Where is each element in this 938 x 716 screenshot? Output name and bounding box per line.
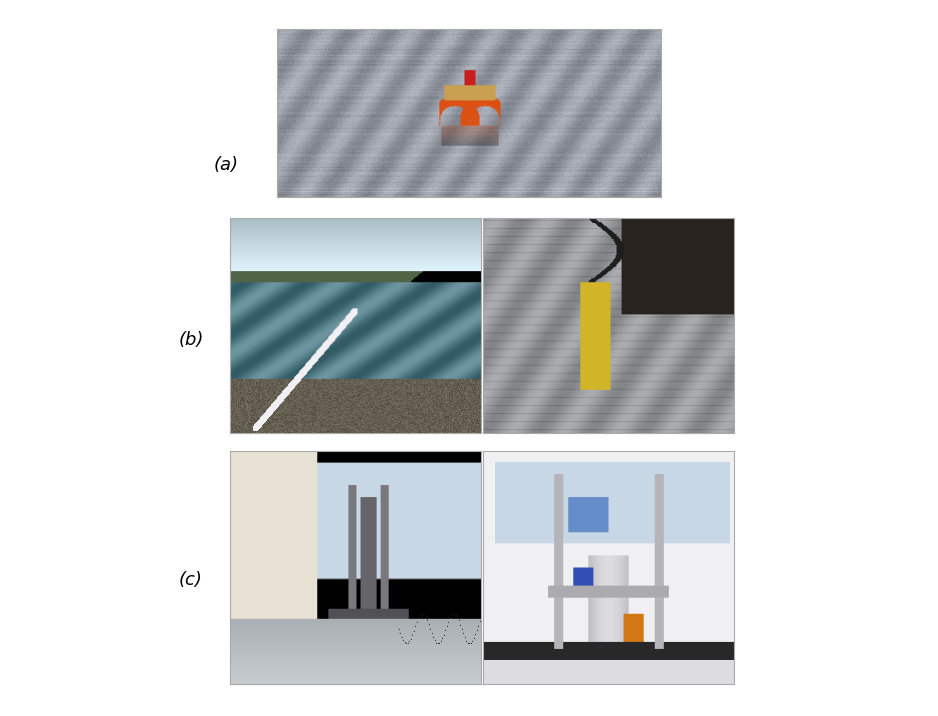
Text: (a): (a): [214, 155, 239, 174]
Text: (c): (c): [178, 571, 202, 589]
Text: (b): (b): [178, 331, 204, 349]
